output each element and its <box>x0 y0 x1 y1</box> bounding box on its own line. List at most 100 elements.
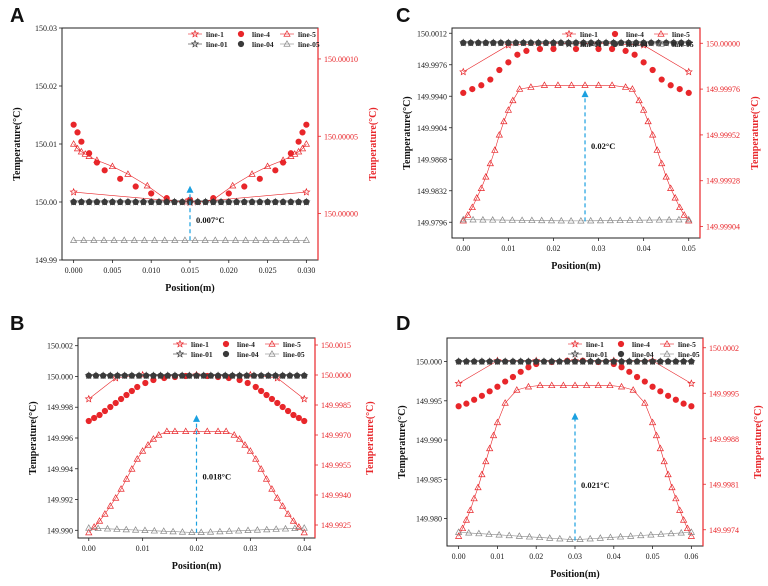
y-tick-label: 149.990 <box>47 526 73 535</box>
data-point <box>455 358 462 365</box>
x-axis-label: Position(m) <box>551 261 600 272</box>
data-point <box>550 39 557 46</box>
data-point <box>160 527 168 534</box>
x-tick-label: 0.01 <box>136 544 150 553</box>
y-tick-label: 150.03 <box>35 24 57 33</box>
data-point <box>130 236 138 243</box>
data-point <box>546 534 554 541</box>
series-line-04 <box>460 39 692 46</box>
data-point <box>495 530 503 538</box>
data-point <box>587 39 595 46</box>
data-point <box>171 198 178 206</box>
data-point <box>649 358 656 365</box>
legend-marker <box>663 350 671 357</box>
legend-label: line-5 <box>283 340 301 349</box>
data-point <box>252 455 260 462</box>
legend-label: line-5 <box>672 30 690 39</box>
data-point <box>225 198 232 206</box>
data-point <box>466 506 474 513</box>
data-point <box>117 485 125 492</box>
data-point <box>241 198 248 206</box>
data-point <box>580 39 587 46</box>
x-axis-label: Position(m) <box>172 561 221 572</box>
data-point <box>181 236 189 243</box>
data-point <box>100 236 108 243</box>
legend-marker <box>657 30 665 37</box>
data-point <box>163 427 171 434</box>
data-point <box>633 39 640 46</box>
y-right-tick-label: 149.9925 <box>321 521 351 530</box>
data-point <box>163 198 170 206</box>
data-point <box>687 379 696 387</box>
data-point <box>535 533 544 541</box>
difference-label: 0.021°C <box>581 480 610 490</box>
data-point <box>525 532 534 540</box>
data-point <box>197 528 205 536</box>
series-line-5 <box>454 381 696 539</box>
data-point <box>479 215 487 223</box>
data-point <box>676 85 683 93</box>
data-point <box>460 89 467 97</box>
data-point <box>217 198 225 206</box>
data-point <box>517 368 524 375</box>
data-point <box>290 411 297 419</box>
data-point <box>291 150 299 157</box>
data-point <box>667 184 675 191</box>
data-point <box>477 184 485 191</box>
data-point <box>274 399 281 407</box>
data-point <box>471 358 478 365</box>
x-tick-label: 0.02 <box>546 244 560 253</box>
data-point <box>610 358 617 365</box>
data-point <box>140 198 147 206</box>
legend-item: line-4 <box>222 340 255 349</box>
legend-marker <box>268 340 276 347</box>
data-point <box>586 534 594 542</box>
legend-marker <box>570 349 580 358</box>
legend-label: line-04 <box>626 40 648 49</box>
data-point <box>171 427 179 434</box>
y-axis-label: Temperature(°C) <box>12 107 23 180</box>
data-point <box>490 39 497 46</box>
data-point <box>141 526 149 533</box>
data-point <box>252 236 260 243</box>
data-point <box>302 236 311 243</box>
data-point <box>469 85 476 93</box>
data-point <box>625 39 632 46</box>
data-point <box>244 379 251 387</box>
data-point <box>536 45 544 53</box>
plot-frame <box>451 27 701 239</box>
data-point <box>505 59 512 66</box>
data-point <box>281 524 290 532</box>
data-point <box>458 524 467 532</box>
x-tick-label: 0.03 <box>243 544 257 553</box>
data-point <box>207 372 214 379</box>
x-tick-label: 0.000 <box>65 266 83 275</box>
data-point <box>587 216 595 224</box>
data-point <box>256 198 263 206</box>
data-point <box>475 529 483 537</box>
data-point <box>685 89 692 97</box>
data-point <box>639 106 648 113</box>
data-point <box>647 530 655 538</box>
y-tick-label: 150.002 <box>47 342 73 351</box>
data-point <box>225 527 233 534</box>
data-point <box>303 198 310 206</box>
legend-item: line-01 <box>173 349 213 359</box>
data-point <box>200 372 207 379</box>
panel-label: D <box>396 313 410 335</box>
y-tick-label: 149.995 <box>416 397 442 406</box>
y-tick-label: 149.9976 <box>417 61 447 70</box>
data-point <box>505 531 513 539</box>
data-point <box>626 358 633 365</box>
data-point <box>608 81 616 88</box>
legend-item: line-05 <box>265 350 305 359</box>
data-point <box>652 431 661 439</box>
data-point <box>298 144 307 152</box>
data-point <box>157 372 164 379</box>
legend-item: line-01 <box>568 349 608 359</box>
y-tick-label: 149.996 <box>47 434 73 443</box>
panel-label: B <box>10 313 24 335</box>
data-point <box>683 524 692 532</box>
y-axis-label: Temperature(°C) <box>28 401 39 474</box>
data-point <box>108 162 117 170</box>
